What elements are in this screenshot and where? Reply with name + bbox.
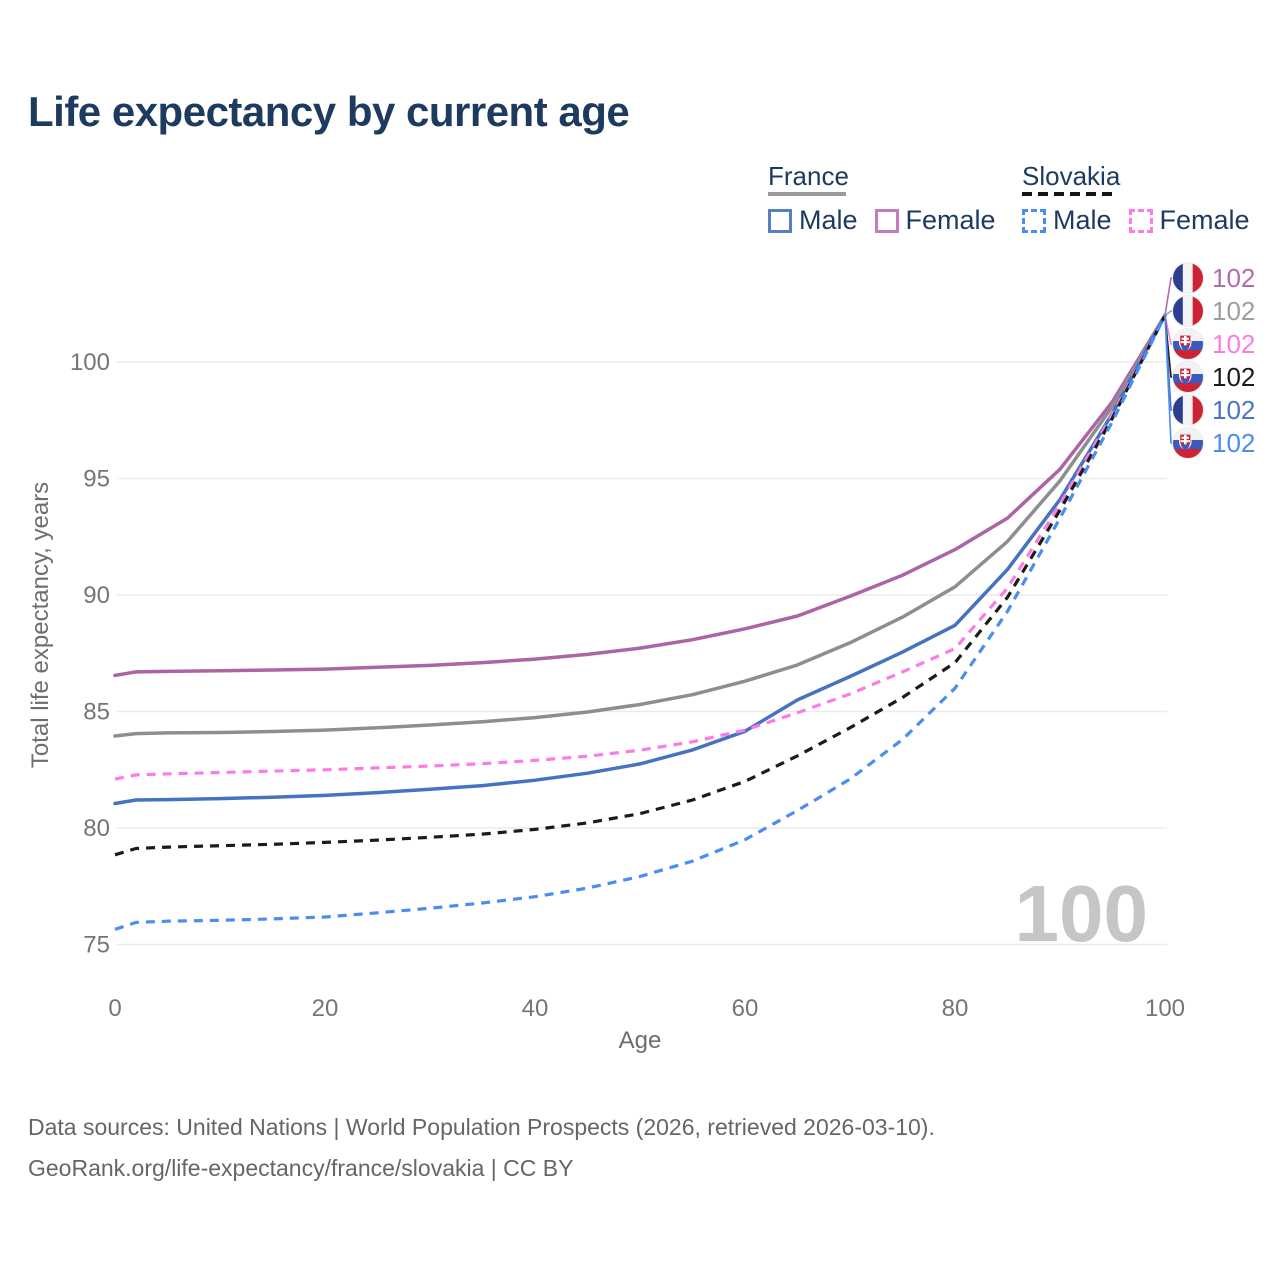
slovakia-male-swatch-icon: [1022, 208, 1046, 233]
y-tick-80: 80: [83, 815, 110, 842]
legend-slovakia-items: Male Female: [1022, 205, 1267, 236]
france-flag-icon: [1172, 394, 1204, 426]
slovakia-dashed-line-swatch: [1022, 192, 1117, 196]
legend-slovakia-label: Slovakia: [1022, 161, 1121, 191]
end-value-france-male: 102: [1212, 395, 1255, 425]
end-value-slovakia-male: 102: [1212, 428, 1255, 458]
end-value-france-female: 102: [1212, 263, 1255, 293]
france-flag-icon: [1172, 295, 1204, 327]
legend-france-label: France: [768, 161, 849, 191]
slovakia-flag-icon: [1172, 427, 1204, 459]
series-line-slovakia-female[interactable]: [114, 314, 1167, 781]
y-tick-75: 75: [83, 932, 110, 959]
x-tick-0: 0: [108, 995, 121, 1022]
legend-france-items: Male Female: [768, 205, 1013, 236]
y-tick-95: 95: [83, 466, 110, 493]
slovakia-female-swatch-icon: [1128, 208, 1153, 233]
legend-france-male-toggle[interactable]: Male: [768, 205, 858, 236]
france-female-swatch-icon: [874, 208, 899, 233]
series-line-france-female[interactable]: [113, 313, 1167, 678]
footer: Data sources: United Nations | World Pop…: [28, 1107, 935, 1189]
legend-slovakia-female-label: Female: [1159, 205, 1250, 235]
series-line-slovakia-both-sexes[interactable]: [114, 314, 1167, 857]
end-value-slovakia-female: 102: [1212, 329, 1255, 359]
chart-legend: France Male Female Slovakia: [0, 162, 1280, 242]
series-line-france-male[interactable]: [113, 313, 1167, 806]
x-tick-20: 20: [312, 995, 339, 1022]
end-value-slovakia-both-sexes: 102: [1212, 362, 1255, 392]
y-tick-100: 100: [70, 349, 110, 376]
legend-slovakia-female-toggle[interactable]: Female: [1128, 205, 1250, 236]
legend-slovakia-male-toggle[interactable]: Male: [1022, 205, 1112, 236]
france-solid-line-swatch: [768, 192, 846, 196]
legend-france-female-toggle[interactable]: Female: [874, 205, 996, 236]
age-counter-watermark: 100: [1015, 869, 1148, 958]
x-tick-60: 60: [732, 995, 759, 1022]
series-line-france-both-sexes[interactable]: [113, 313, 1167, 738]
legend-france-male-label: Male: [799, 205, 858, 235]
x-tick-40: 40: [522, 995, 549, 1022]
x-tick-100: 100: [1145, 995, 1185, 1022]
legend-group-france: France Male Female: [768, 162, 1013, 236]
y-tick-90: 90: [83, 582, 110, 609]
y-axis-title: Total life expectancy, years: [27, 482, 54, 768]
page-title: Life expectancy by current age: [28, 88, 630, 135]
x-axis-title: Age: [619, 1027, 662, 1054]
legend-france-female-label: Female: [905, 205, 996, 235]
legend-slovakia-male-label: Male: [1053, 205, 1112, 235]
x-tick-80: 80: [942, 995, 969, 1022]
footer-data-sources: Data sources: United Nations | World Pop…: [28, 1114, 935, 1140]
slovakia-flag-icon: [1172, 361, 1204, 393]
legend-france-toggle[interactable]: France: [768, 162, 849, 196]
footer-attribution: GeoRank.org/life-expectancy/france/slova…: [28, 1155, 574, 1181]
end-value-france-both-sexes: 102: [1212, 296, 1255, 326]
series-line-slovakia-male[interactable]: [114, 314, 1167, 931]
france-male-swatch-icon: [768, 208, 792, 233]
y-tick-85: 85: [83, 699, 110, 726]
slovakia-flag-icon: [1172, 328, 1204, 360]
france-flag-icon: [1172, 262, 1204, 294]
legend-group-slovakia: Slovakia Male Female: [1022, 162, 1267, 236]
legend-slovakia-toggle[interactable]: Slovakia: [1022, 162, 1120, 196]
